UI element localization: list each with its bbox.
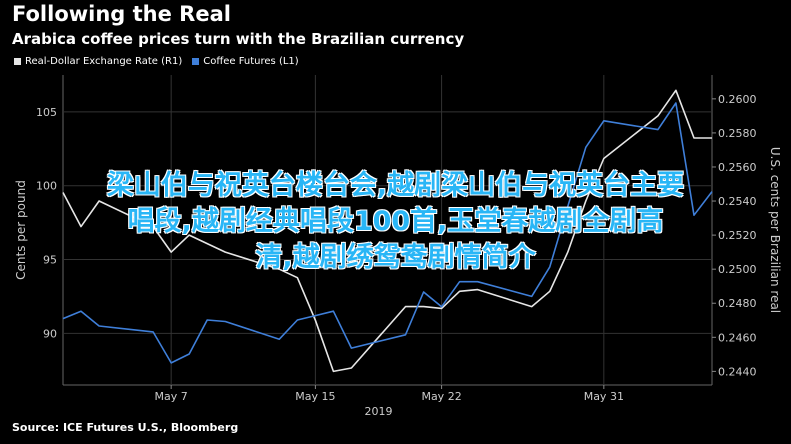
overlay-watermark-text: 梁山伯与祝英台楼台会,越剧梁山伯与祝英台主要 唱段,越剧经典唱段100首,玉堂春…	[0, 168, 791, 276]
left-tick-label: 105	[36, 106, 57, 119]
chart-subtitle: Arabica coffee prices turn with the Braz…	[12, 30, 465, 48]
legend-item-real: Real-Dollar Exchange Rate (R1)	[14, 56, 182, 67]
right-tick-label: 0.2520	[718, 229, 757, 242]
chart-title: Following the Real	[12, 2, 231, 26]
legend-swatch-coffee	[192, 58, 200, 65]
x-year-label: 2019	[364, 405, 392, 418]
right-tick-label: 0.2580	[718, 127, 757, 140]
series-line-coffee	[62, 102, 713, 364]
left-tick-label: 100	[36, 180, 57, 193]
x-tick-label: May 31	[584, 390, 624, 403]
right-tick-label: 0.2540	[718, 195, 757, 208]
left-axis-label: Cents per pound	[14, 180, 28, 280]
overlay-line-2: 唱段,越剧经典唱段100首,玉堂春越剧全剧高	[127, 206, 664, 237]
x-tick-label: May 15	[295, 390, 335, 403]
right-axis-label: U.S. cents per Brazilian real	[768, 147, 782, 313]
x-tick-label: May 22	[421, 390, 461, 403]
series-line-real	[62, 89, 712, 373]
overlay-line-3: 清,越剧绣鸳鸯剧情简介	[255, 242, 536, 273]
legend-label-coffee: Coffee Futures (L1)	[203, 56, 299, 67]
right-tick-label: 0.2460	[718, 331, 757, 344]
legend-item-coffee: Coffee Futures (L1)	[192, 56, 299, 67]
left-tick-label: 95	[43, 254, 57, 267]
legend: Real-Dollar Exchange Rate (R1) Coffee Fu…	[14, 56, 299, 67]
left-tick-label: 90	[43, 327, 57, 340]
source-note: Source: ICE Futures U.S., Bloomberg	[12, 421, 239, 434]
legend-swatch-real	[14, 58, 21, 65]
right-tick-label: 0.2560	[718, 161, 757, 174]
right-tick-label: 0.2600	[718, 93, 757, 106]
right-tick-label: 0.2500	[718, 263, 757, 276]
legend-label-real: Real-Dollar Exchange Rate (R1)	[25, 56, 183, 67]
x-tick-label: May 7	[155, 390, 188, 403]
right-tick-label: 0.2480	[718, 297, 757, 310]
right-tick-label: 0.2440	[718, 365, 757, 378]
overlay-line-1: 梁山伯与祝英台楼台会,越剧梁山伯与祝英台主要	[106, 170, 685, 201]
